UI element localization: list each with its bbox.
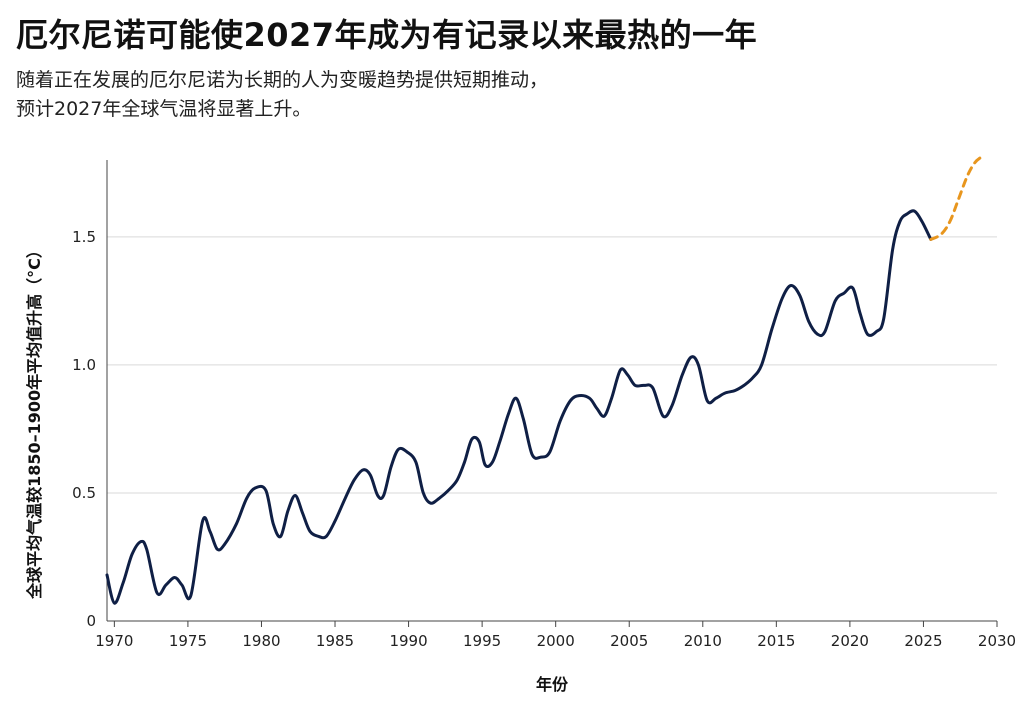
axes — [106, 160, 998, 627]
chart-title: 厄尔尼诺可能使2027年成为有记录以来最热的一年 — [16, 16, 758, 54]
data-series — [105, 155, 983, 605]
y-tick-label: 1.5 — [72, 228, 96, 246]
x-tick-label: 2020 — [831, 632, 869, 650]
x-tick-label: 2010 — [684, 632, 722, 650]
y-tick-label: 1.0 — [72, 356, 96, 374]
x-tick-label: 1975 — [169, 632, 207, 650]
x-tick-label: 2005 — [610, 632, 648, 650]
x-tick-label: 1980 — [242, 632, 280, 650]
x-tick-label: 2000 — [537, 632, 575, 650]
x-tick-label: 2025 — [904, 632, 942, 650]
x-tick-label: 1990 — [389, 632, 427, 650]
observed-temperature-line — [105, 209, 933, 605]
x-tick-label: 2015 — [757, 632, 795, 650]
x-tick-label: 2030 — [978, 632, 1016, 650]
y-tick-label: 0.5 — [72, 484, 96, 502]
x-tick-label: 1995 — [463, 632, 501, 650]
y-tick-label: 0 — [86, 612, 96, 630]
grid-lines — [107, 236, 997, 494]
subtitle-line-2: 预计2027年全球气温将显著上升。 — [16, 98, 312, 120]
chart-subtitle: 随着正在发展的厄尔尼诺为长期的人为变暖趋势提供短期推动， 预计2027年全球气温… — [16, 66, 996, 124]
subtitle-line-1: 随着正在发展的厄尔尼诺为长期的人为变暖趋势提供短期推动， — [16, 69, 549, 91]
x-tick-label: 1985 — [316, 632, 354, 650]
x-axis-label: 年份 — [536, 675, 569, 694]
projection-line — [929, 155, 983, 241]
x-tick-label: 1970 — [95, 632, 133, 650]
tick-labels: 0 0.5 1.0 1.5 1970 1975 1980 1985 1990 1995 2000 20… — [72, 228, 1016, 650]
y-axis-label: 全球平均气温较1850–1900年平均值升高（°C） — [25, 242, 44, 600]
